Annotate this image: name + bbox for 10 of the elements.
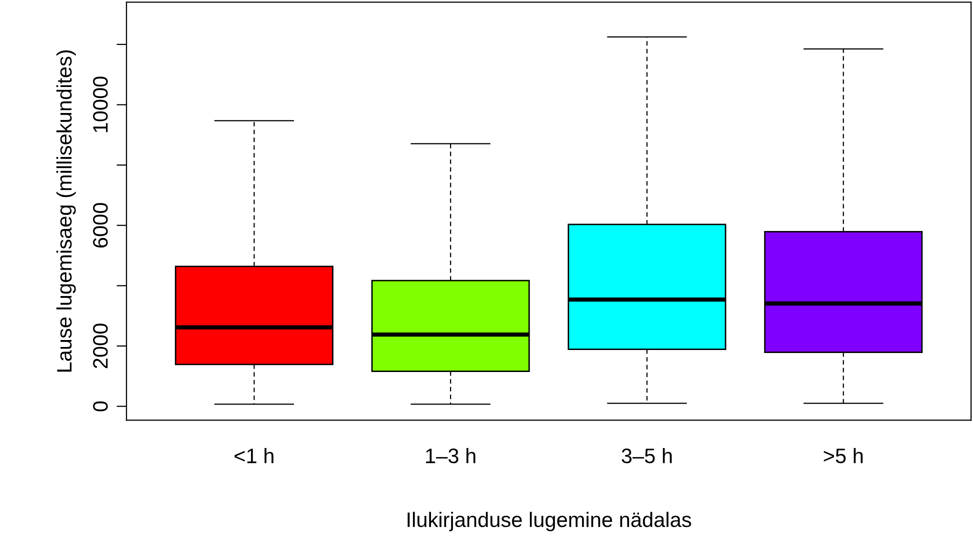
- x-axis-title: Ilukirjanduse lugemine nädalas: [408, 512, 692, 532]
- x-tick-label: <1 h: [234, 448, 274, 464]
- x-tick-label: 3–5 h: [622, 448, 672, 464]
- y-axis-title: Lause lugemisaeg (millisekundites): [56, 50, 76, 372]
- y-tick-label: 2000: [93, 324, 108, 368]
- y-tick-label: 10000: [93, 76, 108, 132]
- x-tick-label: >5 h: [824, 448, 863, 464]
- x-tick-label: 1–3 h: [426, 448, 476, 464]
- y-tick-label: 0: [93, 401, 108, 412]
- y-tick-label: 6000: [93, 203, 108, 248]
